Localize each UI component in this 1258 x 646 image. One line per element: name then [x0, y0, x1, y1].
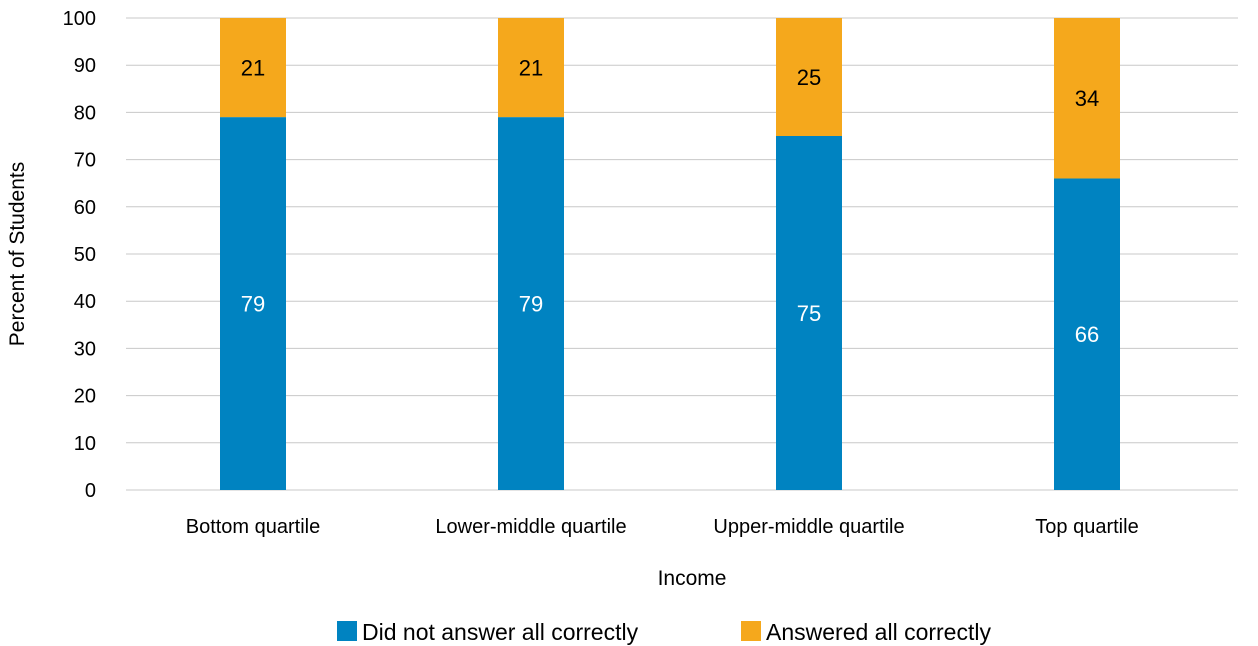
y-tick-label: 10 — [74, 433, 96, 455]
legend-entry: Answered all correctly — [766, 619, 991, 645]
y-tick-label: 40 — [74, 291, 96, 313]
data-label: 79 — [519, 292, 543, 317]
legend-swatch — [337, 621, 357, 641]
data-label: 66 — [1075, 322, 1099, 347]
x-axis-label: Income — [658, 567, 727, 590]
y-tick-label: 50 — [74, 244, 96, 266]
y-tick-label: 90 — [74, 55, 96, 77]
legend-swatch — [741, 621, 761, 641]
y-tick-label: 0 — [85, 480, 96, 502]
x-tick-label: Lower-middle quartile — [435, 516, 626, 538]
data-label: 34 — [1075, 86, 1099, 111]
data-label: 25 — [797, 65, 821, 90]
data-label: 79 — [241, 292, 265, 317]
x-tick-label: Upper-middle quartile — [713, 516, 904, 538]
y-tick-label: 100 — [63, 8, 96, 30]
data-label: 21 — [519, 56, 543, 81]
y-axis-label: Percent of Students — [6, 162, 29, 346]
y-tick-label: 60 — [74, 197, 96, 219]
data-labels: 79 21 79 21 75 25 66 34 — [241, 56, 1099, 348]
x-axis-ticks: Bottom quartile Lower-middle quartile Uppe… — [186, 516, 1139, 538]
data-label: 21 — [241, 56, 265, 81]
data-label: 75 — [797, 301, 821, 326]
y-tick-label: 80 — [74, 102, 96, 124]
legend: Did not answer all correctly Answered all… — [337, 619, 991, 645]
y-tick-label: 30 — [74, 338, 96, 360]
y-axis-ticks: 0 10 20 30 40 50 60 70 80 90 100 — [63, 8, 96, 502]
legend-entry: Did not answer all correctly — [362, 619, 639, 645]
x-tick-label: Top quartile — [1035, 516, 1138, 538]
y-tick-label: 70 — [74, 150, 96, 172]
y-tick-label: 20 — [74, 386, 96, 408]
x-tick-label: Bottom quartile — [186, 516, 321, 538]
